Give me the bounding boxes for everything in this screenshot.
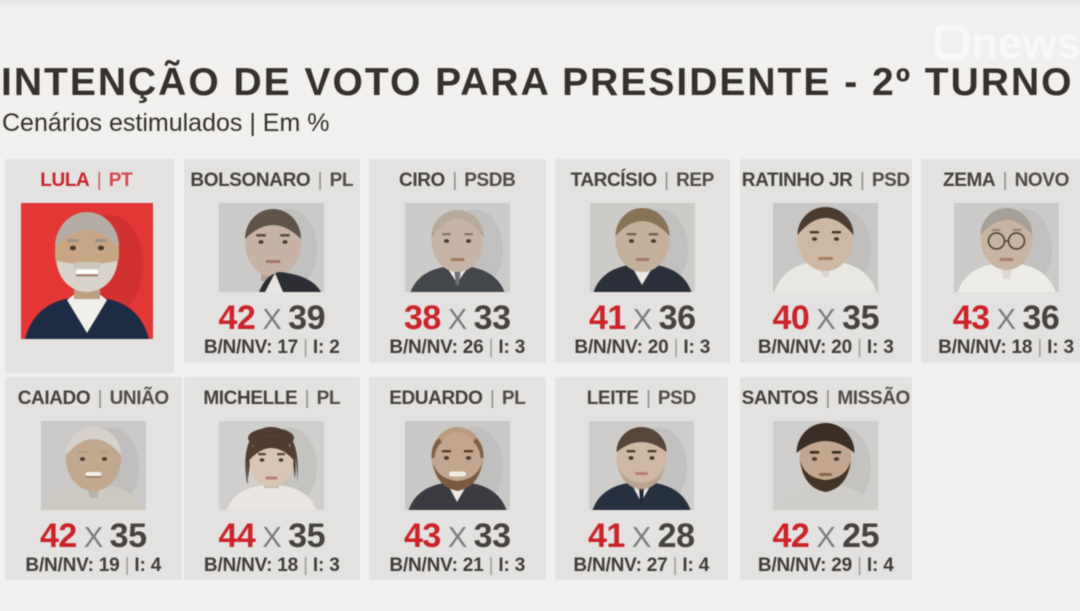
svg-text:news: news bbox=[971, 25, 1080, 65]
